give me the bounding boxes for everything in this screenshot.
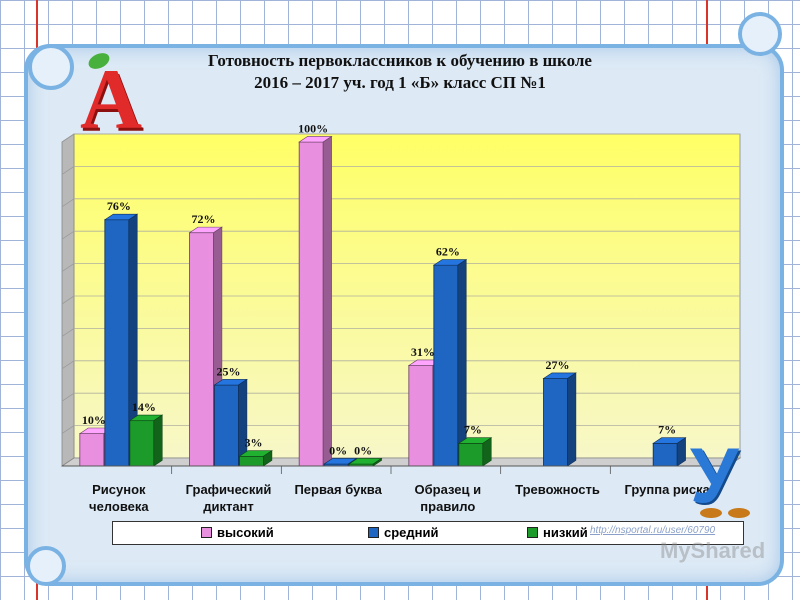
bar bbox=[543, 378, 568, 467]
bar bbox=[408, 365, 434, 467]
bar-side bbox=[263, 450, 273, 467]
legend-item-low: низкий bbox=[527, 525, 588, 540]
plot-floor bbox=[60, 457, 742, 467]
data-label: 27% bbox=[546, 358, 570, 372]
chart-title-line-2: 2016 – 2017 уч. год 1 «Б» класс СП №1 bbox=[254, 73, 546, 92]
gridline bbox=[61, 295, 75, 305]
gridline bbox=[61, 166, 75, 175]
category-label: Образец и bbox=[415, 482, 482, 497]
letter-a-character: А bbox=[80, 51, 143, 147]
legend-label: высокий bbox=[217, 525, 274, 540]
bar-side bbox=[153, 414, 163, 467]
data-label: 10% bbox=[82, 413, 106, 427]
data-label: 7% bbox=[464, 423, 482, 437]
legend-swatch bbox=[368, 527, 379, 538]
gridline bbox=[61, 328, 75, 337]
legend-item-high: высокий bbox=[201, 525, 274, 540]
category-label: Рисунок bbox=[92, 482, 146, 497]
data-label: 76% bbox=[107, 199, 131, 213]
gridline bbox=[61, 263, 75, 272]
source-link[interactable]: http://nsportal.ru/user/60790 bbox=[590, 525, 716, 536]
bar bbox=[104, 219, 130, 467]
data-label: 100% bbox=[298, 121, 328, 135]
category-label: Графический bbox=[186, 482, 272, 497]
data-label: 7% bbox=[658, 423, 676, 437]
data-label: 3% bbox=[245, 436, 263, 450]
bar-side bbox=[322, 135, 332, 467]
legend-swatch bbox=[527, 527, 538, 538]
bar bbox=[433, 264, 459, 467]
category-label: Тревожность bbox=[515, 482, 600, 497]
category-label: Первая буква bbox=[294, 482, 382, 497]
myshared-logo: MyShared bbox=[660, 538, 766, 563]
bar bbox=[298, 141, 324, 467]
legend-swatch bbox=[201, 527, 212, 538]
bar bbox=[189, 232, 214, 467]
category-label: диктант bbox=[203, 499, 254, 514]
bar bbox=[652, 442, 678, 467]
scroll-curl-icon bbox=[738, 12, 782, 56]
category-label: человека bbox=[89, 499, 149, 514]
bar-side bbox=[482, 437, 492, 467]
bar bbox=[79, 433, 105, 467]
gridline bbox=[61, 425, 75, 434]
scroll-curl-icon bbox=[28, 44, 74, 90]
data-label: 0% bbox=[329, 443, 347, 457]
gridline bbox=[61, 392, 75, 402]
shoe-icon bbox=[728, 508, 750, 518]
letter-u-character: У bbox=[690, 431, 739, 519]
bar bbox=[214, 384, 239, 467]
gridline bbox=[61, 230, 75, 240]
legend-label: средний bbox=[384, 525, 439, 540]
category-label: правило bbox=[420, 499, 475, 514]
data-label: 62% bbox=[436, 245, 460, 259]
gridline bbox=[61, 133, 75, 143]
category-label: Группа риска bbox=[625, 482, 711, 497]
chart-title-line-1: Готовность первоклассников к обучению в … bbox=[208, 51, 592, 70]
data-label: 25% bbox=[217, 364, 241, 378]
bar bbox=[129, 420, 155, 467]
chart-title: Готовность первоклассников к обучению в … bbox=[130, 50, 670, 94]
legend-label: низкий bbox=[543, 525, 588, 540]
gridline bbox=[61, 360, 75, 370]
bar-side bbox=[676, 437, 686, 467]
shoe-icon bbox=[700, 508, 722, 518]
bar bbox=[239, 455, 264, 467]
gridline bbox=[61, 198, 75, 208]
chart-legend: высокий средний низкий bbox=[112, 521, 744, 545]
bar-side bbox=[567, 372, 577, 467]
data-label: 0% bbox=[354, 443, 372, 457]
scroll-curl-icon bbox=[26, 546, 66, 586]
bar-side bbox=[372, 457, 382, 467]
bar bbox=[458, 442, 484, 467]
data-label: 72% bbox=[192, 212, 216, 226]
legend-item-medium: средний bbox=[368, 525, 439, 540]
data-label: 14% bbox=[132, 400, 156, 414]
data-label: 31% bbox=[411, 345, 435, 359]
